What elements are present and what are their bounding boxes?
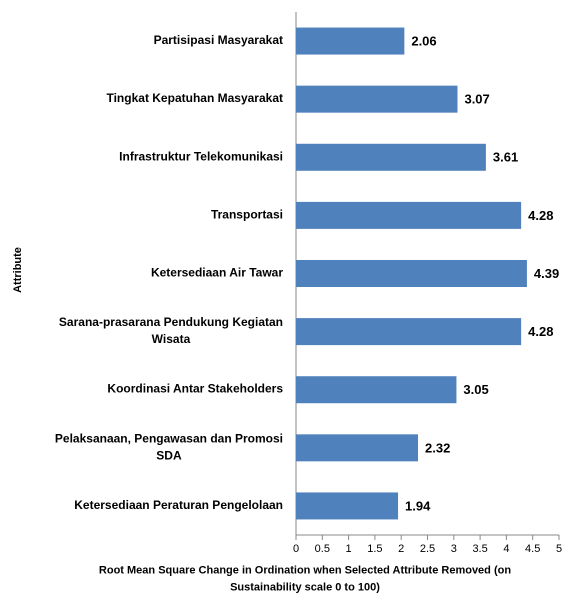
value-label: 2.32 bbox=[425, 440, 450, 455]
value-label: 2.06 bbox=[411, 33, 436, 48]
bar bbox=[296, 318, 522, 346]
x-tick-label: 1 bbox=[346, 543, 352, 555]
bar bbox=[296, 434, 419, 462]
x-tick-label: 1.5 bbox=[367, 543, 382, 555]
bar bbox=[296, 143, 486, 171]
x-tick-label: 2 bbox=[398, 543, 404, 555]
y-tick-label: Sarana-prasarana Pendukung Kegiatan Wisat… bbox=[59, 315, 283, 346]
bar bbox=[296, 201, 522, 229]
x-tick-label: 3.5 bbox=[472, 543, 487, 555]
y-axis-title: Attribute bbox=[12, 247, 24, 293]
value-label: 3.07 bbox=[464, 92, 489, 107]
y-tick-label: Ketersediaan Peraturan Pengelolaan bbox=[74, 498, 283, 512]
bar bbox=[296, 85, 458, 113]
bar bbox=[296, 27, 405, 55]
bar bbox=[296, 376, 457, 404]
y-tick-label: Ketersediaan Air Tawar bbox=[151, 266, 283, 280]
y-tick-label: Tingkat Kepatuhan Masyarakat bbox=[106, 91, 283, 105]
y-tick-label: Partisipasi Masyarakat bbox=[154, 33, 283, 47]
bar bbox=[296, 260, 527, 287]
y-tick-label: Transportasi bbox=[211, 208, 283, 222]
y-tick-label: Infrastruktur Telekomunikasi bbox=[119, 149, 283, 163]
y-tick-label: Koordinasi Antar Stakeholders bbox=[107, 382, 283, 396]
value-label: 1.94 bbox=[405, 498, 431, 513]
x-tick-label: 4 bbox=[503, 543, 509, 555]
x-tick-label: 0 bbox=[293, 543, 299, 555]
x-tick-label: 5 bbox=[556, 543, 562, 555]
x-tick-label: 0.5 bbox=[315, 543, 330, 555]
x-tick-label: 4.5 bbox=[525, 543, 540, 555]
value-label: 4.28 bbox=[528, 208, 553, 223]
bar bbox=[296, 492, 399, 520]
value-label: 3.61 bbox=[493, 150, 518, 165]
x-tick-label: 3 bbox=[451, 543, 457, 555]
y-tick-label: Pelaksanaan, Pengawasan dan Promosi SDA bbox=[55, 432, 283, 463]
x-tick-label: 2.5 bbox=[420, 543, 435, 555]
value-label: 4.28 bbox=[528, 324, 553, 339]
value-label: 3.05 bbox=[463, 382, 488, 397]
value-label: 4.39 bbox=[534, 266, 559, 281]
x-axis-title: Root Mean Square Change in Ordination wh… bbox=[99, 564, 511, 593]
